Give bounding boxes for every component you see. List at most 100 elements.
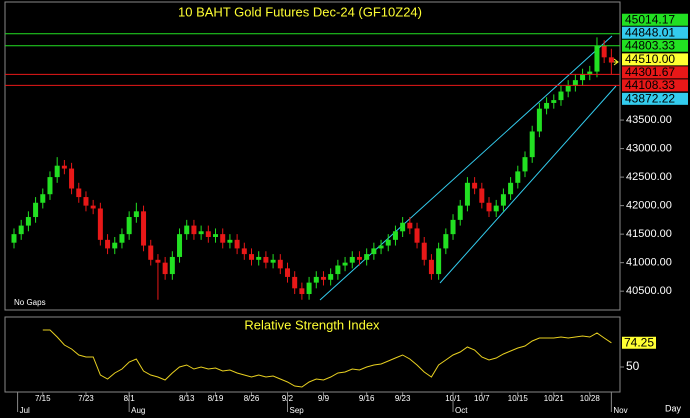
candle-body <box>25 217 31 226</box>
candle-body <box>184 225 190 235</box>
candle-body <box>270 259 276 263</box>
candle-body <box>479 188 485 203</box>
x-tick-label: 9/16 <box>359 394 375 403</box>
candle-body <box>141 211 147 246</box>
candle-body <box>572 80 578 86</box>
candle-body <box>436 248 442 275</box>
x-tick-label: 8/13 <box>179 394 195 403</box>
candle-body <box>400 222 406 232</box>
level-label: 44301.67 <box>625 65 675 79</box>
candle-body <box>292 276 298 289</box>
candle-body <box>356 256 362 260</box>
level-label: 44108.33 <box>625 78 675 92</box>
candle-body <box>227 239 233 243</box>
candle-body <box>536 108 542 132</box>
level-label: 44803.33 <box>625 38 675 52</box>
y-tick-label: 41500.00 <box>626 228 672 240</box>
month-label: Aug <box>131 406 145 415</box>
y-tick-label: 40500.00 <box>626 285 672 297</box>
candle-body <box>18 225 24 235</box>
candle-body <box>256 256 262 260</box>
channel-upper <box>319 35 613 301</box>
candle-body <box>407 222 413 229</box>
candle-body <box>133 211 139 218</box>
candle-body <box>457 205 463 220</box>
level-label: 44510.00 <box>625 52 675 66</box>
candle-body <box>342 262 348 266</box>
price-panel <box>4 1 621 311</box>
candle-body <box>522 157 528 172</box>
candle-body <box>61 165 67 169</box>
candle-body <box>11 234 17 243</box>
candle-body <box>249 254 255 260</box>
candle-body <box>529 131 535 158</box>
candle-body <box>40 194 46 203</box>
x-tick-label: 10/7 <box>474 394 490 403</box>
candle-body <box>565 85 571 92</box>
candle-body <box>284 268 290 277</box>
y-tick-label: 42500.00 <box>626 171 672 183</box>
month-label: Oct <box>455 406 468 415</box>
candle-body <box>148 245 154 260</box>
x-tick-label: 9/9 <box>318 394 330 403</box>
level-box <box>622 53 688 66</box>
chart-title: 10 BAHT Gold Futures Dec-24 (GF10Z24) <box>178 4 422 19</box>
candle-body <box>385 239 391 246</box>
candle-body <box>558 91 564 101</box>
level-label: 43872.22 <box>625 92 675 106</box>
x-tick-label: 8/26 <box>244 394 260 403</box>
candle-body <box>241 248 247 255</box>
x-tick-label: 9/23 <box>395 394 411 403</box>
candle-body <box>220 234 226 243</box>
level-label: 44848.01 <box>625 25 675 39</box>
candle-body <box>594 45 600 72</box>
candle-body <box>580 74 586 81</box>
candle-body <box>76 188 82 198</box>
candle-body <box>306 282 312 295</box>
month-label: Sep <box>289 406 304 415</box>
candle-body <box>587 71 593 75</box>
candle-body <box>69 168 75 189</box>
candle-body <box>97 208 103 240</box>
candle-body <box>371 248 377 255</box>
candle-body <box>515 171 521 183</box>
candle-body <box>177 234 183 257</box>
candle-body <box>464 182 470 206</box>
last-value-box <box>622 336 656 349</box>
month-label: Nov <box>613 406 627 415</box>
candle-body <box>601 45 607 58</box>
candle-body <box>428 259 434 275</box>
candle-body <box>508 182 514 195</box>
y-tick-label: 43000.00 <box>626 142 672 154</box>
candle-body <box>162 262 168 275</box>
y-tick-label: 42000.00 <box>626 200 672 212</box>
candle-body <box>277 259 283 269</box>
y-tick-label: 50 <box>626 359 640 373</box>
candle-body <box>486 202 492 212</box>
candle-body <box>320 276 326 280</box>
candle-body <box>608 57 614 63</box>
rsi-panel <box>4 316 621 393</box>
y-tick-label: 43500.00 <box>626 114 672 126</box>
candle-body <box>54 165 60 178</box>
candle-body <box>378 245 384 249</box>
level-box <box>622 39 688 52</box>
candle-body <box>105 239 111 249</box>
candle-body <box>234 239 240 249</box>
x-tick-label: 10/21 <box>544 394 565 403</box>
x-tick-label: 8/19 <box>208 394 224 403</box>
candle-body <box>83 197 89 206</box>
candle-body <box>544 102 550 109</box>
candle-body <box>472 182 478 189</box>
candle-body <box>551 100 557 103</box>
candle-body <box>155 259 161 263</box>
channel-lower <box>439 85 617 284</box>
candle-body <box>313 276 319 283</box>
candle-body <box>33 202 39 218</box>
candle-body <box>119 234 125 243</box>
candle-body <box>126 217 132 235</box>
x-tick-label: 7/23 <box>78 394 94 403</box>
candle-body <box>450 219 456 235</box>
candle-body <box>500 194 506 206</box>
rsi-title: Relative Strength Index <box>244 317 380 332</box>
